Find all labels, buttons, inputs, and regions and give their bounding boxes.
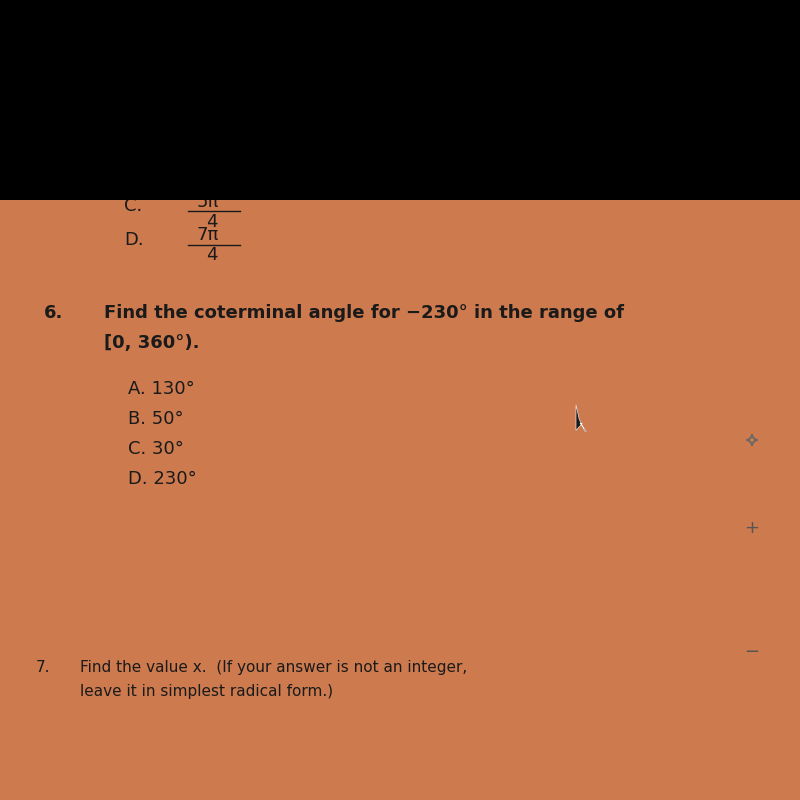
Text: D.: D. — [124, 231, 144, 249]
Text: −: − — [745, 643, 759, 661]
Text: 4: 4 — [206, 213, 218, 230]
Text: D. 230°: D. 230° — [128, 470, 197, 488]
Text: +: + — [745, 519, 759, 537]
Text: B. 50°: B. 50° — [128, 410, 184, 429]
Polygon shape — [576, 405, 586, 431]
Text: [0, 360°).: [0, 360°). — [104, 334, 199, 352]
Text: 5π: 5π — [197, 193, 219, 210]
Text: 7π: 7π — [197, 226, 219, 244]
Text: C. 30°: C. 30° — [128, 440, 184, 458]
Bar — [0, 0, 800, 200]
Text: A. 130°: A. 130° — [128, 380, 194, 398]
Text: leave it in simplest radical form.): leave it in simplest radical form.) — [80, 684, 333, 699]
Text: 6.: 6. — [44, 304, 63, 322]
Text: Find the value x.  (If your answer is not an integer,: Find the value x. (If your answer is not… — [80, 660, 467, 675]
Text: 4: 4 — [206, 246, 218, 264]
Text: 4: 4 — [206, 174, 218, 191]
Text: Find the coterminal angle for −230° in the range of: Find the coterminal angle for −230° in t… — [104, 304, 624, 322]
Text: C.: C. — [124, 198, 142, 215]
Text: 7.: 7. — [36, 660, 50, 675]
